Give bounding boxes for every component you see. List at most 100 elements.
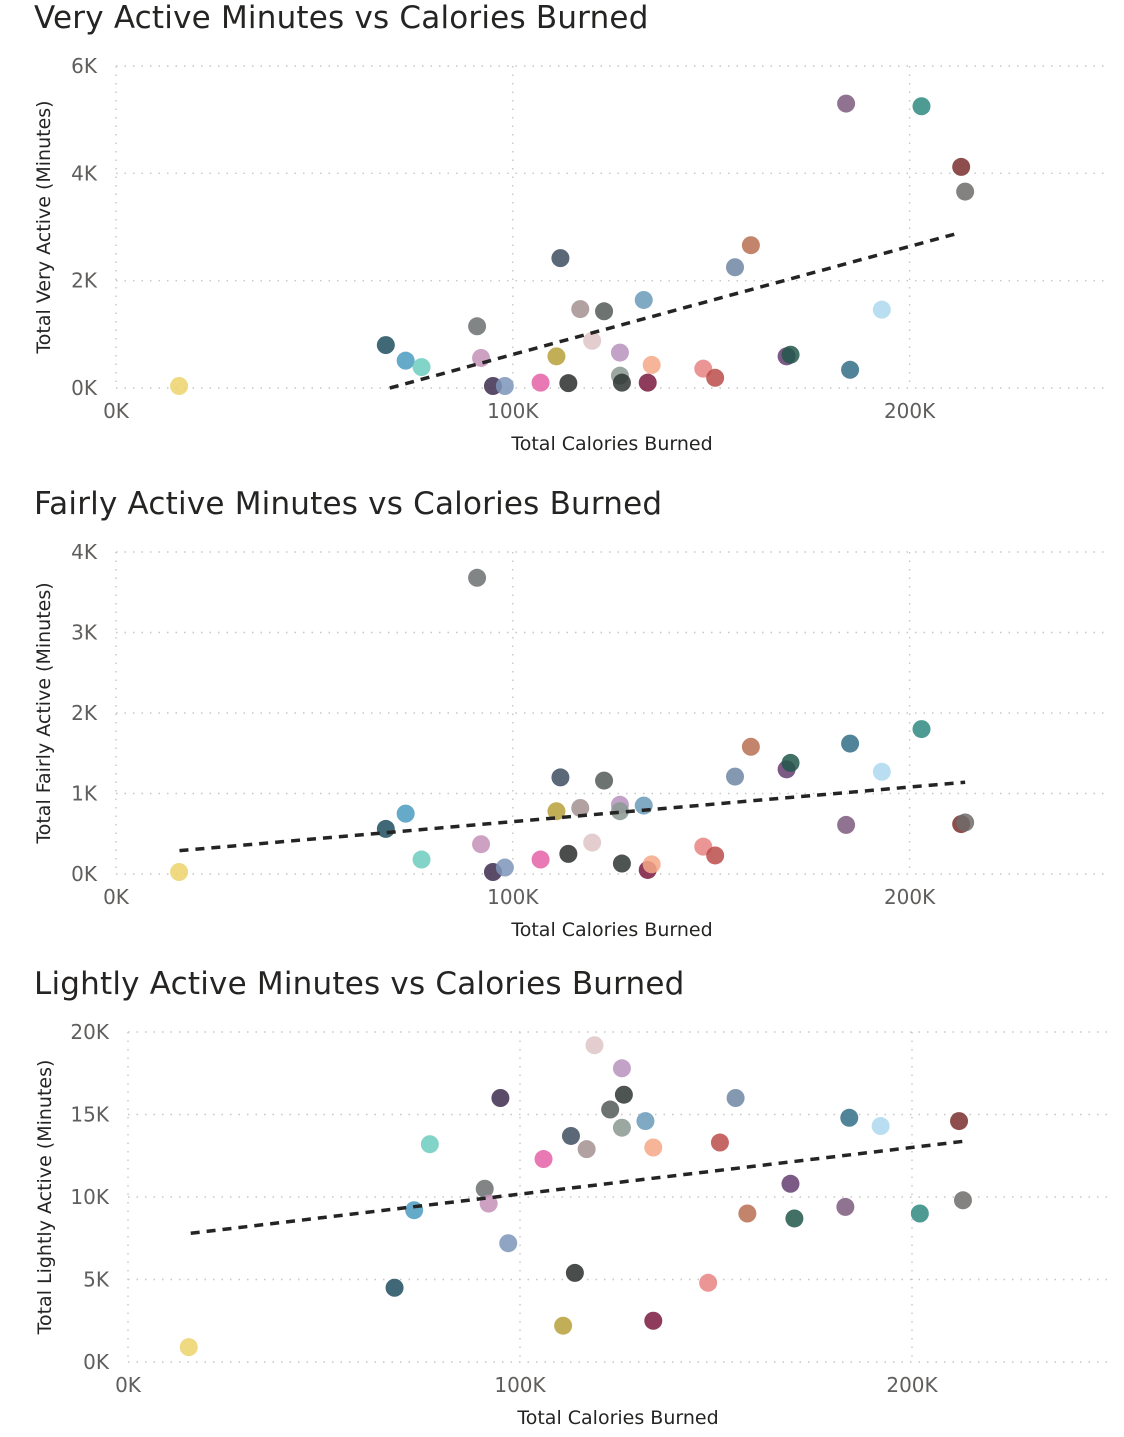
data-point <box>170 863 189 881</box>
data-point <box>741 236 760 255</box>
data-point <box>710 1133 729 1152</box>
data-point <box>468 317 487 336</box>
y-tick-label: 0K <box>71 376 98 400</box>
data-point <box>872 762 891 781</box>
data-point <box>642 355 661 374</box>
data-point <box>912 720 931 739</box>
y-tick-label: 3K <box>71 621 98 645</box>
x-tick-label: 100K <box>487 399 539 423</box>
data-point <box>595 771 614 790</box>
x-tick-label: 100K <box>494 1373 546 1397</box>
data-point <box>612 1118 631 1137</box>
trend-line <box>179 780 966 853</box>
chart-title: Fairly Active Minutes vs Calories Burned <box>34 486 663 522</box>
data-point <box>612 854 631 873</box>
data-point <box>376 336 395 355</box>
data-point <box>912 97 931 116</box>
data-point <box>872 300 891 319</box>
y-tick-label: 10K <box>70 1185 109 1209</box>
x-tick-label: 0K <box>115 1373 142 1397</box>
data-point <box>836 1197 855 1216</box>
data-point <box>571 300 590 319</box>
y-axis-title: Total Very Active (Minutes) <box>33 100 55 354</box>
data-point <box>547 802 566 821</box>
data-point <box>785 1209 804 1228</box>
data-point <box>561 1126 580 1145</box>
data-point <box>531 850 550 869</box>
data-point <box>396 351 415 370</box>
scatter-plot-lightly-active: 0K 5K 10K 15K 20K 0K 100K 200K Total Calories Bu… <box>34 1020 1108 1429</box>
data-point <box>412 358 431 377</box>
data-point <box>956 813 975 832</box>
data-point <box>644 1311 663 1330</box>
y-tick-label: 5K <box>83 1268 110 1292</box>
y-tick-label: 0K <box>83 1350 110 1374</box>
data-point <box>706 368 725 387</box>
y-tick-label: 20K <box>70 1020 109 1044</box>
data-point <box>551 249 570 268</box>
data-point <box>638 373 657 392</box>
y-axis-title: Total Fairly Active (Minutes) <box>33 582 55 844</box>
data-point <box>612 373 631 392</box>
trend-line <box>389 231 958 390</box>
data-point <box>837 94 856 113</box>
x-axis-title: Total Calories Burned <box>510 919 712 941</box>
data-point <box>534 1150 553 1169</box>
x-tick-label: 200K <box>886 1373 938 1397</box>
data-point <box>499 1234 518 1253</box>
y-tick-label: 2K <box>71 701 98 725</box>
data-point <box>595 302 614 321</box>
data-point <box>583 833 602 852</box>
data-point <box>781 1174 800 1193</box>
data-point <box>910 1204 929 1223</box>
data-point <box>636 1112 655 1131</box>
data-point <box>781 753 800 772</box>
data-point <box>741 737 760 756</box>
data-point <box>559 844 578 863</box>
data-point <box>610 343 629 362</box>
data-point <box>376 819 395 838</box>
data-point <box>956 182 975 201</box>
data-point <box>706 846 725 865</box>
data-point <box>179 1338 198 1357</box>
data-point <box>841 360 860 379</box>
data-point <box>405 1201 424 1220</box>
x-axis-title: Total Calories Burned <box>516 1407 718 1429</box>
data-point <box>577 1140 596 1159</box>
x-tick-label: 0K <box>103 399 130 423</box>
data-point <box>837 815 856 834</box>
data-point <box>412 850 431 869</box>
data-point <box>642 855 661 874</box>
data-point <box>559 374 578 393</box>
x-tick-label: 0K <box>103 885 130 909</box>
data-point <box>468 568 487 587</box>
data-point <box>840 1108 859 1127</box>
y-axis-title: Total Lightly Active (Minutes) <box>34 1060 56 1336</box>
data-point <box>475 1179 494 1198</box>
y-tick-label: 1K <box>71 782 98 806</box>
data-point <box>547 347 566 366</box>
data-point <box>781 345 800 364</box>
chart-very-active: Very Active Minutes vs Calories Burned 0… <box>0 0 1124 470</box>
data-point <box>385 1278 404 1297</box>
data-point <box>551 768 570 787</box>
data-point <box>950 1112 969 1131</box>
x-axis-title: Total Calories Burned <box>510 433 712 455</box>
y-tick-label: 4K <box>71 540 98 564</box>
data-point <box>495 858 514 877</box>
chart-fairly-active: Fairly Active Minutes vs Calories Burned… <box>0 486 1124 956</box>
data-point <box>726 1089 745 1107</box>
data-point <box>420 1135 439 1154</box>
scatter-plot-fairly-active: 0K 1K 2K 3K 4K 0K 100K 200K Total Calories Burne… <box>33 540 1108 941</box>
data-point <box>491 1089 510 1107</box>
data-point <box>952 157 971 176</box>
data-point <box>726 258 745 277</box>
data-point <box>871 1117 890 1136</box>
data-point <box>585 1036 604 1055</box>
scatter-plot-very-active: 0K 2K 4K 6K 0K 100K 200K Total Calories Burned T… <box>33 54 1108 455</box>
x-tick-label: 100K <box>487 885 539 909</box>
y-tick-label: 6K <box>71 54 98 78</box>
data-point <box>644 1138 663 1157</box>
data-point <box>612 1059 631 1078</box>
data-point <box>726 767 745 786</box>
